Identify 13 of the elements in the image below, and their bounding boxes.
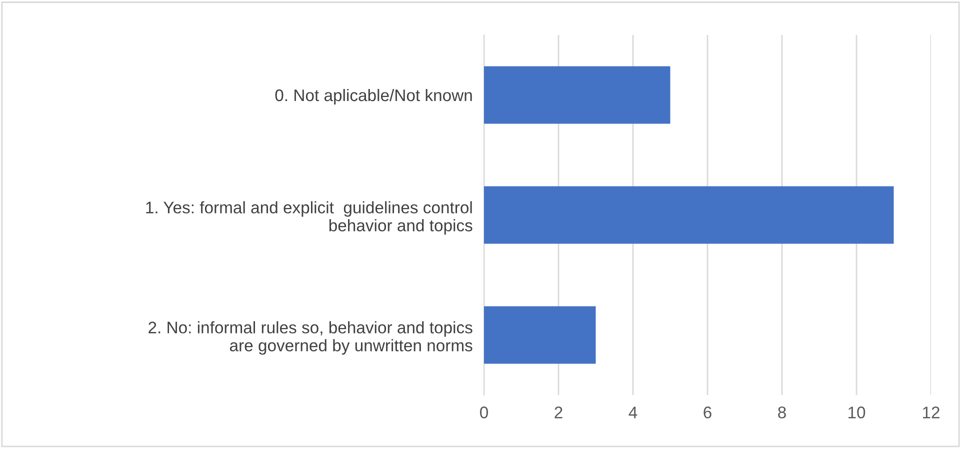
x-tick-label: 6 xyxy=(704,406,712,418)
y-tick-label: 2. No: informal rules so, behavior and topics are governed by unwritten norms xyxy=(148,321,472,355)
bar xyxy=(484,66,670,124)
x-tick-label: 2 xyxy=(554,406,562,418)
bar xyxy=(484,306,596,364)
x-tick-label: 12 xyxy=(923,406,940,418)
y-tick-label: 1. Yes: formal and explicit guidelines control behavior and topics xyxy=(146,201,472,235)
y-tick-label: 0. Not aplicable/Not known xyxy=(275,88,472,104)
x-tick-label: 10 xyxy=(848,406,866,418)
x-tick-label: 4 xyxy=(628,406,638,418)
x-tick-label: 0 xyxy=(480,406,488,418)
x-tick-label: 8 xyxy=(778,406,786,418)
bar xyxy=(484,186,894,244)
